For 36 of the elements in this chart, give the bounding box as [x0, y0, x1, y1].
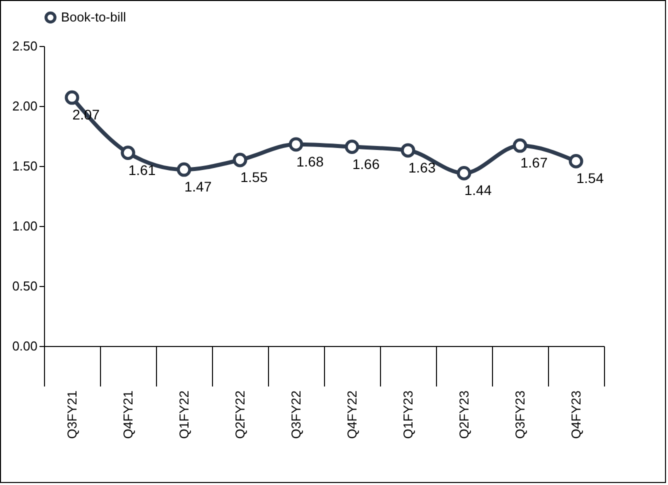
data-label: 1.68	[296, 153, 324, 170]
y-tick-label: 1.50	[12, 158, 38, 174]
x-tick-label: Q4FY23	[568, 390, 584, 439]
y-tick-label: 0.00	[12, 338, 38, 354]
data-label: 1.63	[408, 159, 436, 176]
data-label: 1.61	[128, 162, 156, 178]
data-label: 1.47	[184, 178, 212, 195]
x-tick-label: Q2FY23	[456, 390, 472, 439]
point	[176, 162, 192, 177]
point	[512, 138, 528, 153]
x-tick-label: Q3FY23	[512, 390, 528, 439]
x-tick-label: Q4FY22	[344, 390, 360, 439]
y-tick-label: 2.00	[12, 98, 38, 114]
data-label: 1.54	[576, 170, 604, 186]
y-tick-label: 1.00	[12, 218, 38, 234]
x-tick-label: Q2FY22	[232, 390, 248, 439]
data-label: 1.55	[240, 169, 268, 185]
x-tick-label: Q1FY22	[176, 390, 192, 439]
point	[288, 137, 304, 152]
point	[344, 140, 360, 154]
x-tick-label: Q3FY22	[288, 390, 304, 439]
y-tick-label: 0.50	[12, 278, 38, 294]
legend-label: Book-to-bill	[61, 10, 126, 24]
data-label: 1.66	[352, 156, 380, 172]
point	[232, 152, 248, 168]
x-tick-label: Q3FY21	[64, 390, 80, 439]
y-tick-label: 2.50	[12, 38, 38, 54]
x-tick-label: Q4FY21	[120, 390, 136, 439]
point	[64, 90, 80, 105]
point	[120, 146, 136, 160]
data-label: 1.67	[520, 154, 548, 171]
point	[568, 154, 584, 168]
x-tick-label: Q1FY23	[400, 390, 416, 439]
point	[456, 166, 472, 180]
point	[400, 143, 416, 158]
data-label: 1.44	[464, 182, 492, 198]
